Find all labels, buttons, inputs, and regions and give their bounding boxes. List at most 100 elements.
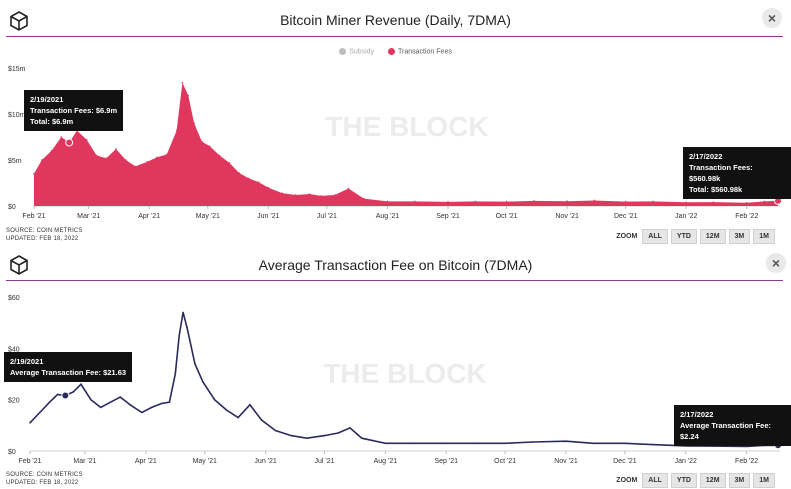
- data-point: [178, 334, 181, 337]
- x-tick-label: Feb '22: [735, 458, 758, 465]
- data-point: [474, 200, 477, 203]
- data-point: [712, 201, 715, 203]
- x-tick-label: Aug '21: [374, 458, 398, 465]
- data-point: [746, 201, 748, 204]
- title-divider: [6, 36, 783, 37]
- data-point: [320, 195, 322, 197]
- zoom-all-button[interactable]: ALL: [642, 229, 668, 244]
- data-point: [412, 442, 414, 445]
- data-point: [763, 200, 766, 203]
- data-point: [218, 154, 221, 157]
- zoom-1m-button[interactable]: 1M: [753, 473, 775, 488]
- tooltip-end: 2/17/2022 Transaction Fees: $560.98k Tot…: [683, 147, 791, 199]
- x-tick-label: Sep '21: [436, 213, 460, 220]
- zoom-1m-button[interactable]: 1M: [753, 229, 775, 244]
- data-point: [361, 437, 363, 439]
- x-tick-label: Feb '22: [735, 213, 758, 220]
- legend-label-transaction-fees: Transaction Fees: [398, 48, 452, 56]
- source-note: SOURCE: COIN METRICS UPDATED: FEB 18, 20…: [6, 471, 83, 487]
- data-point: [624, 200, 627, 203]
- tooltip-start: 2/19/2021 Transaction Fees: $6.9m Total:…: [24, 90, 124, 131]
- tooltip-line: 2/19/2021: [10, 357, 44, 366]
- data-point: [249, 404, 251, 406]
- zoom-3m-button[interactable]: 3M: [728, 473, 751, 488]
- data-point: [29, 421, 31, 424]
- legend-item-transaction-fees[interactable]: Transaction Fees: [388, 48, 452, 55]
- data-point: [333, 194, 336, 196]
- data-point: [115, 148, 117, 150]
- data-point: [39, 411, 41, 414]
- data-point: [187, 94, 190, 97]
- y-tick-label: $15m: [8, 66, 26, 73]
- data-point: [85, 138, 88, 141]
- zoom-12m-button[interactable]: 12M: [699, 473, 726, 488]
- zoom-controls: ZOOM ALL YTD 12M 3M 1M: [616, 473, 775, 488]
- y-tick-label: $0: [8, 204, 16, 211]
- data-point: [72, 391, 74, 393]
- data-point: [119, 396, 122, 398]
- data-point: [308, 193, 311, 195]
- data-point: [624, 442, 626, 445]
- data-point: [213, 398, 216, 401]
- data-point: [60, 136, 63, 138]
- data-point: [186, 327, 188, 329]
- zoom-3m-button[interactable]: 3M: [728, 229, 751, 244]
- legend-label-subsidy: Subsidy: [349, 48, 375, 56]
- zoom-all-button[interactable]: ALL: [642, 473, 668, 488]
- data-point: [349, 427, 351, 429]
- watermark-text: THE BLOCK: [325, 111, 488, 142]
- data-point: [257, 181, 260, 183]
- data-point: [129, 404, 131, 406]
- title-divider: [6, 280, 783, 281]
- data-point: [228, 161, 231, 164]
- data-point: [80, 383, 82, 386]
- data-point: [337, 432, 340, 434]
- close-icon[interactable]: ×: [762, 8, 782, 28]
- x-tick-label: Feb '21: [22, 213, 45, 220]
- the-block-logo-icon: [10, 255, 28, 275]
- tooltip-line: Average Transaction Fee: $2.24: [680, 421, 772, 441]
- data-point: [593, 199, 596, 202]
- y-tick-label: $40: [8, 346, 20, 353]
- data-point: [182, 311, 184, 314]
- zoom-ytd-button[interactable]: YTD: [670, 473, 697, 488]
- avg-fee-panel: Average Transaction Fee on Bitcoin (7DMA…: [0, 245, 791, 489]
- x-tick-label: Jul '21: [314, 458, 334, 465]
- close-icon[interactable]: ×: [766, 253, 786, 273]
- y-tick-label: $20: [8, 398, 20, 405]
- data-point: [472, 442, 475, 445]
- chart-title: Bitcoin Miner Revenue (Daily, 7DMA): [280, 12, 511, 28]
- data-point: [347, 187, 350, 190]
- x-tick-label: May '21: [196, 213, 220, 220]
- data-point: [141, 411, 143, 414]
- data-point: [533, 200, 535, 202]
- data-point: [651, 443, 654, 446]
- data-point: [267, 186, 270, 189]
- source-note: SOURCE: COIN METRICS UPDATED: FEB 18, 20…: [6, 227, 83, 243]
- x-tick-label: Mar '21: [77, 213, 100, 220]
- x-tick-label: Nov '21: [554, 458, 578, 465]
- data-point: [447, 201, 449, 203]
- data-point: [181, 81, 184, 84]
- data-point: [109, 401, 112, 404]
- legend-item-subsidy[interactable]: Subsidy: [339, 48, 374, 55]
- tooltip-line: 2/19/2021: [30, 95, 64, 104]
- miner-revenue-panel: Bitcoin Miner Revenue (Daily, 7DMA) × Su…: [6, 8, 791, 244]
- data-point: [323, 434, 326, 437]
- data-point: [504, 442, 506, 445]
- updated-text: UPDATED: FEB 18, 2022: [6, 236, 79, 242]
- y-tick-label: $10m: [8, 112, 26, 119]
- data-point: [384, 442, 387, 445]
- zoom-ytd-button[interactable]: YTD: [670, 229, 697, 244]
- data-point: [260, 419, 263, 421]
- x-tick-label: Sep '21: [434, 458, 458, 465]
- data-point: [33, 173, 35, 175]
- x-tick-label: May '21: [193, 458, 217, 465]
- data-point: [201, 140, 203, 143]
- x-tick-label: Oct '21: [496, 213, 518, 220]
- zoom-label: ZOOM: [616, 233, 638, 240]
- data-point: [41, 159, 43, 161]
- data-point: [281, 192, 283, 194]
- zoom-12m-button[interactable]: 12M: [699, 229, 726, 244]
- zoom-controls: ZOOM ALL YTD 12M 3M 1M: [616, 229, 775, 244]
